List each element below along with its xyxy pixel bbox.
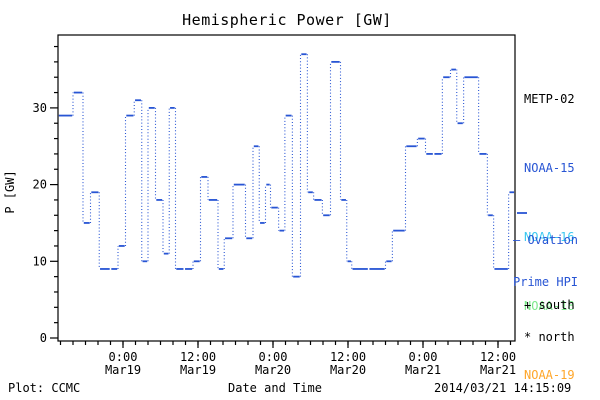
x-tick-date-label: Mar21 <box>480 363 516 377</box>
x-tick-date-label: Mar20 <box>330 363 366 377</box>
legend-item-noaa15: NOAA-15 <box>524 161 575 175</box>
legend-item-metp02: METP-02 <box>524 92 575 106</box>
x-tick-time-label: 12:00 <box>480 350 516 364</box>
south-marker-label: + south <box>524 298 575 312</box>
plot-credit: Plot: CCMC <box>8 381 81 395</box>
x-tick-time-label: 12:00 <box>180 350 216 364</box>
y-tick-label: 30 <box>33 101 47 115</box>
north-marker-label: * north <box>524 330 575 344</box>
legend-item-noaa19: NOAA-19 <box>524 368 575 382</box>
y-tick-label: 10 <box>33 254 47 268</box>
x-tick-time-label: 0:00 <box>109 350 138 364</box>
x-tick-date-label: Mar19 <box>105 363 141 377</box>
satellite-legend: METP-02 NOAA-15 NOAA-16 NOAA-18 NOAA-19 <box>524 42 575 400</box>
y-axis-title: P [GW] <box>3 170 17 213</box>
x-tick-time-label: 12:00 <box>330 350 366 364</box>
x-tick-date-label: Mar21 <box>405 363 441 377</box>
ovation-legend-line2: Prime HPI <box>513 275 579 289</box>
legend-item-noaa16: NOAA-16 <box>524 230 575 244</box>
x-tick-time-label: 0:00 <box>259 350 288 364</box>
axis-frame <box>57 34 516 342</box>
chart-title: Hemispheric Power [GW] <box>182 11 392 29</box>
ovation-legend-line1: — Ovation <box>513 233 579 247</box>
legend-item-noaa18: NOAA-18 <box>524 299 575 313</box>
x-axis-title: Date and Time <box>228 381 322 395</box>
plot-timestamp: 2014/03/21 14:15:09 <box>434 381 572 395</box>
y-tick-label: 0 <box>40 331 47 345</box>
x-tick-date-label: Mar20 <box>255 363 291 377</box>
ovation-prime-legend: — Ovation Prime HPI <box>513 205 578 317</box>
x-tick-date-label: Mar19 <box>180 363 216 377</box>
x-tick-time-label: 0:00 <box>409 350 438 364</box>
y-tick-label: 20 <box>33 178 47 192</box>
